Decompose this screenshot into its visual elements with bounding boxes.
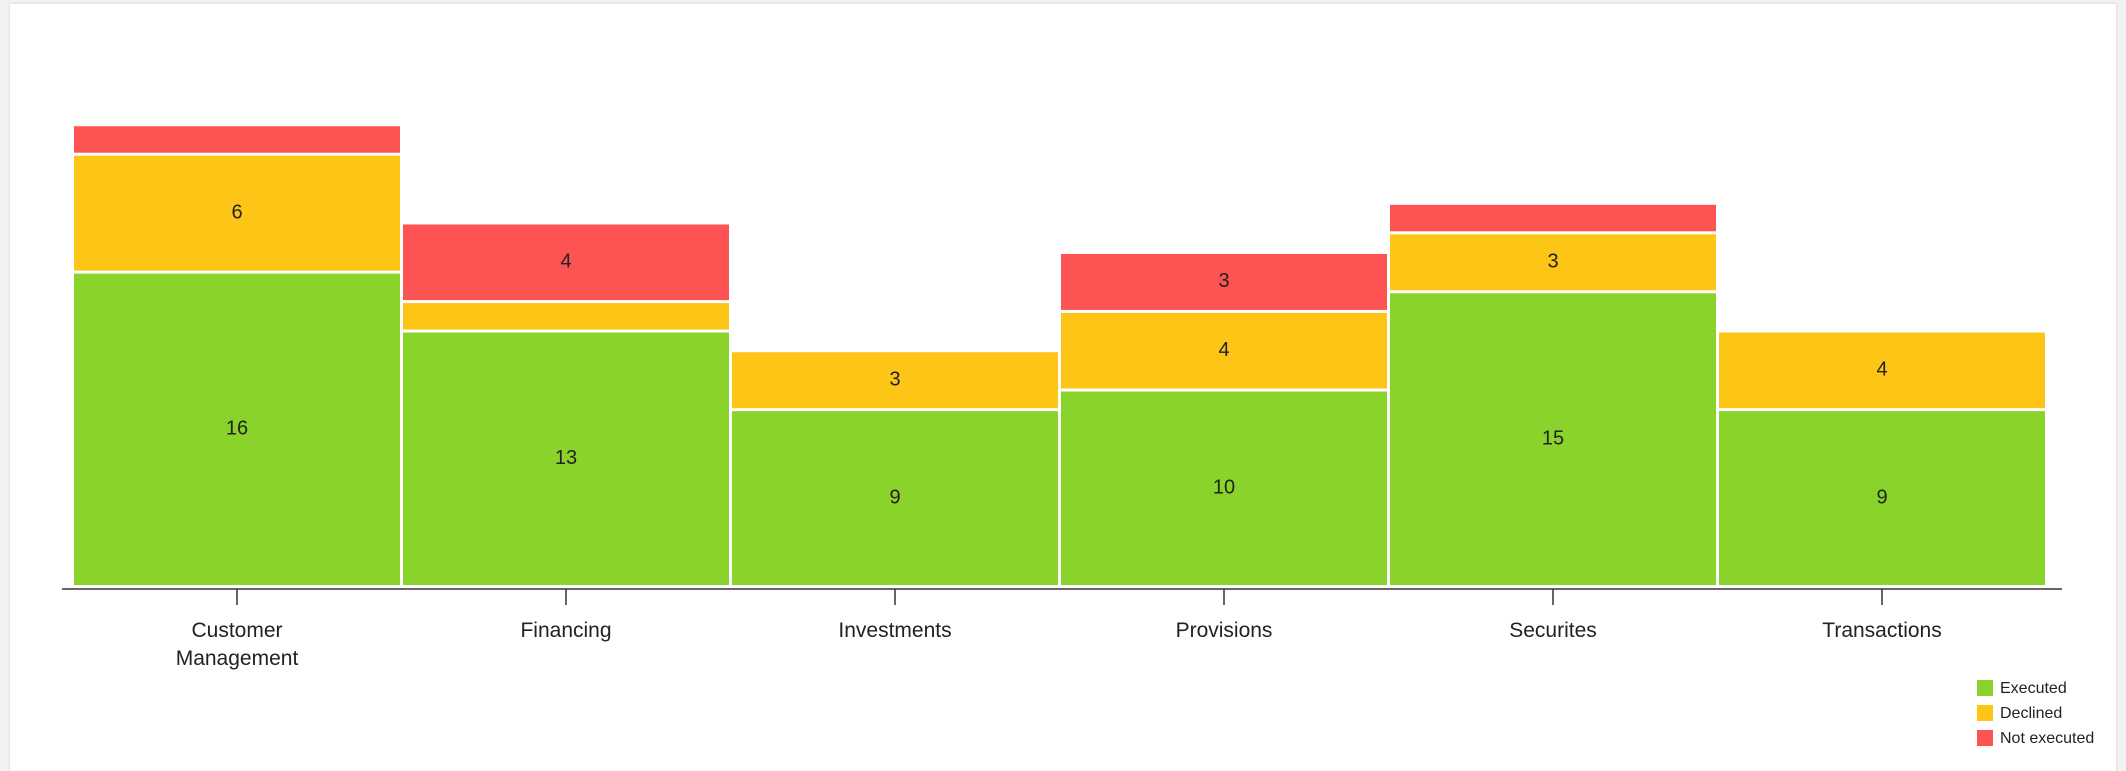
- legend-label: Executed: [2000, 680, 2067, 697]
- data-label: 16: [226, 418, 248, 440]
- x-tick-label: Securites: [1509, 619, 1597, 642]
- data-label: 4: [1218, 339, 1229, 361]
- data-label: 9: [1876, 486, 1887, 508]
- data-label: 15: [1542, 427, 1564, 449]
- stacked-bar-chart: 16 6 Customer Management 13 4 Financing 9 3 Inves…: [62, 126, 2094, 747]
- data-label: 9: [889, 486, 900, 508]
- x-tick-label: Financing: [520, 619, 611, 642]
- bar-segment-executed: [1061, 391, 1387, 585]
- bar-segment-declined: [1719, 332, 2045, 409]
- bar-segment-executed: [732, 411, 1058, 585]
- x-tick-label: Provisions: [1176, 619, 1273, 642]
- x-tick-label: Customer: [191, 619, 282, 642]
- data-label: 4: [560, 251, 571, 273]
- bar-segment-declined: [403, 303, 729, 330]
- bar-segment-declined: [1390, 234, 1716, 291]
- data-label: 6: [231, 201, 242, 223]
- bar-segment-executed: [403, 332, 729, 585]
- bar-segment-not-executed: [403, 224, 729, 301]
- legend-label: Not executed: [2000, 730, 2094, 747]
- data-label: 13: [555, 447, 577, 469]
- x-tick-label: Management: [176, 647, 299, 670]
- data-label: 10: [1213, 477, 1235, 499]
- bar-segment-declined: [74, 155, 400, 271]
- bar-segment-declined: [732, 352, 1058, 409]
- bar-segment-executed: [1719, 411, 2045, 585]
- x-tick-label: Investments: [838, 619, 951, 642]
- bar-segment-not-executed: [1390, 204, 1716, 232]
- data-label: 3: [1218, 270, 1229, 292]
- bar-segment-not-executed: [1061, 253, 1387, 310]
- legend-label: Declined: [2000, 705, 2062, 722]
- data-label: 3: [889, 368, 900, 390]
- bar-segment-executed: [74, 273, 400, 585]
- bar-segment-not-executed: [74, 126, 400, 153]
- bar-segment-executed: [1390, 293, 1716, 585]
- legend-swatch-not-executed: [1977, 730, 1993, 746]
- data-label: 3: [1547, 251, 1558, 273]
- legend-swatch-declined: [1977, 705, 1993, 721]
- bar-segment-declined: [1061, 312, 1387, 389]
- chart-card: 16 6 Customer Management 13 4 Financing 9 3 Inves…: [10, 4, 2116, 771]
- data-label: 4: [1876, 359, 1887, 381]
- legend-swatch-executed: [1977, 680, 1993, 696]
- x-tick-label: Transactions: [1822, 619, 1941, 642]
